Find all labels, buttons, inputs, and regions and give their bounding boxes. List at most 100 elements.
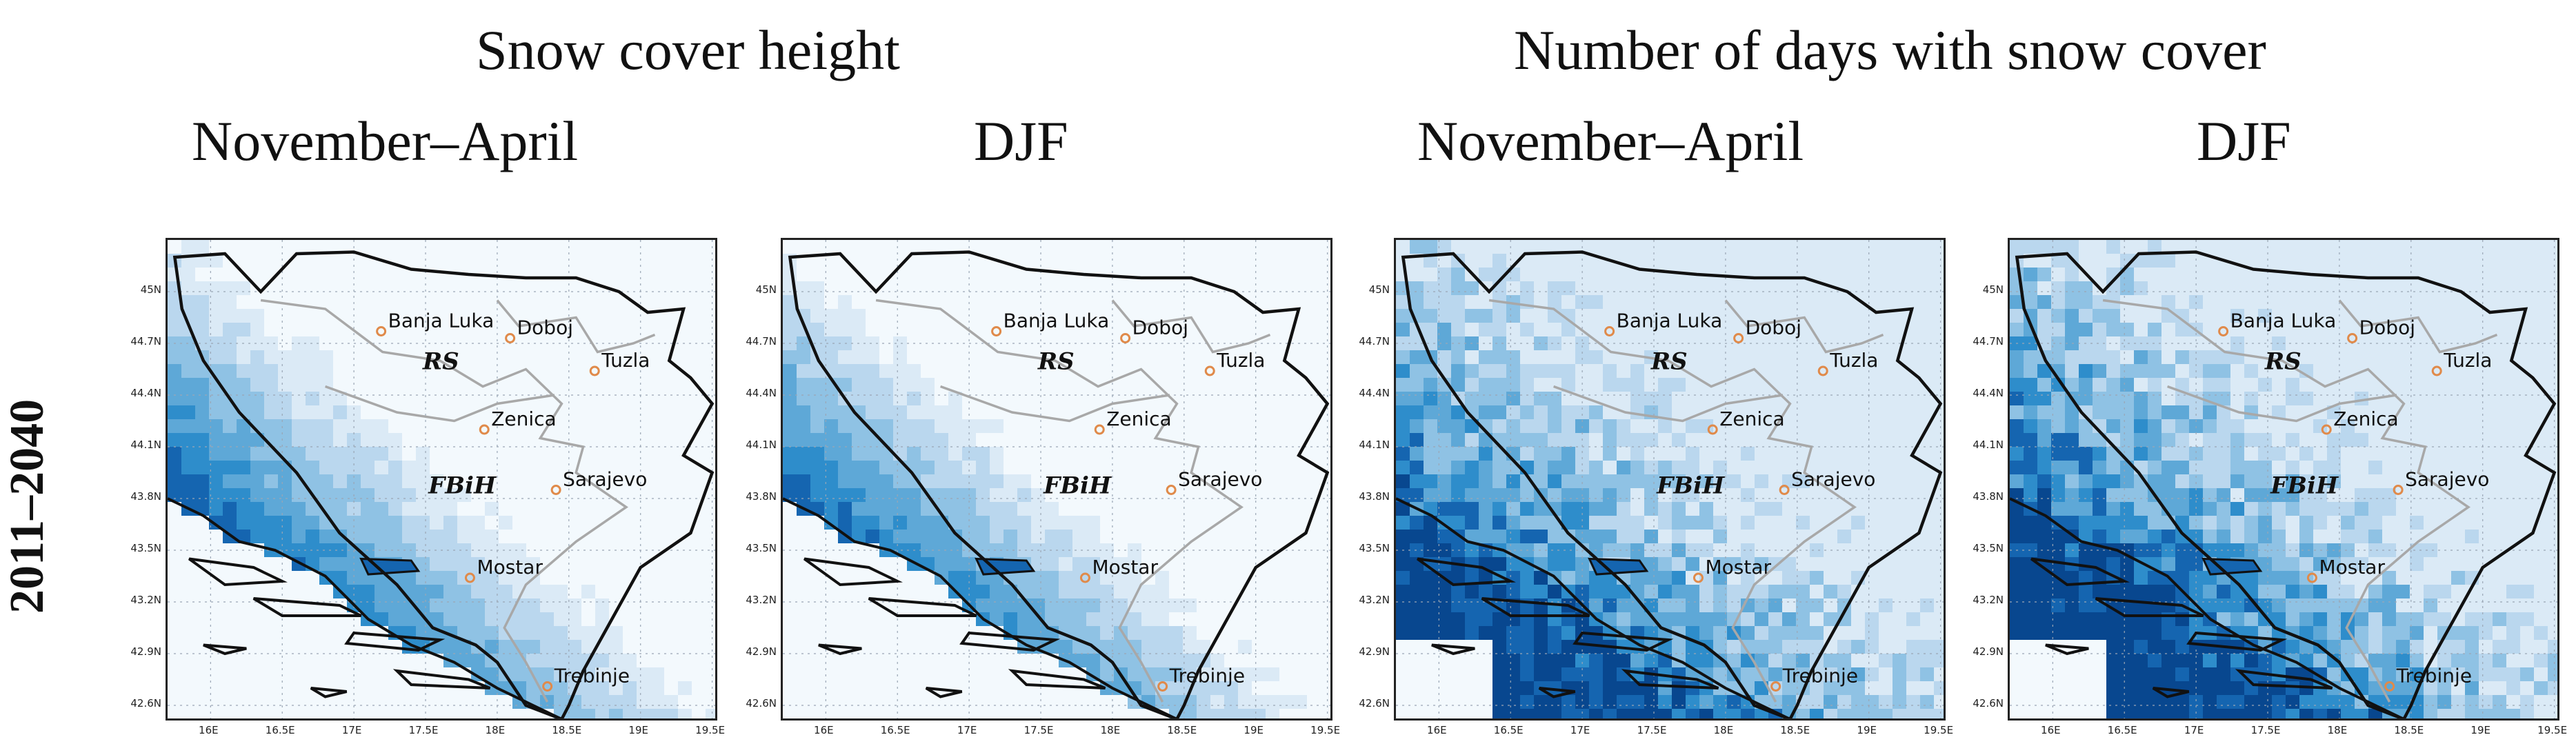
entity-boundary-3 <box>1724 299 1884 354</box>
island-outline-4 <box>1621 669 1719 689</box>
lat-ticks-1: 45N 44.7N 44.4N 44.1N 43.8N 43.5N 43.2N 42.9N 42… <box>110 238 166 721</box>
city-dot <box>1770 681 1781 692</box>
city-dot <box>479 424 490 435</box>
lon-tick-label: 17.5E <box>408 724 439 736</box>
row-label-period: 2011–2040 <box>1 399 54 614</box>
city-dot <box>1079 572 1090 583</box>
lon-tick-label: 16E <box>199 724 219 736</box>
entity-label: RS <box>422 348 459 376</box>
island-outline-6 <box>925 687 963 698</box>
lat-tick-label: 44.4N <box>130 387 161 399</box>
lat-tick-label: 44.4N <box>746 387 777 399</box>
island-outline-3 <box>344 631 446 652</box>
city-label: Banja Luka <box>388 310 495 332</box>
city-label: Doboj <box>1132 316 1188 339</box>
lat-tick-label: 44.7N <box>746 335 777 348</box>
city-marker: Trebinje <box>542 665 630 692</box>
lat-tick-label: 44.1N <box>1359 439 1390 451</box>
lat-tick-label: 44.1N <box>746 439 777 451</box>
island-outline-3 <box>959 631 1061 652</box>
city-label: Sarajevo <box>1791 468 1875 491</box>
city-marker: Zenica <box>1707 407 1785 435</box>
city-marker: Sarajevo <box>1166 468 1262 495</box>
island-outline-2 <box>2095 597 2204 617</box>
city-label: Tuzla <box>2443 349 2492 372</box>
lat-tick-label: 45N <box>140 283 161 296</box>
city-label: Zenica <box>2333 407 2399 430</box>
lon-tick-label: 19E <box>628 724 648 736</box>
panel-title-2: DJF <box>974 110 1068 172</box>
entity-label: FBiH <box>1656 472 1726 500</box>
lat-tick-label: 42.6N <box>746 697 777 709</box>
city-marker: Tuzla <box>1817 349 1878 376</box>
city-dot <box>1733 333 1744 343</box>
lon-tick-label: 17.5E <box>1024 724 1054 736</box>
city-marker: Banja Luka <box>1604 310 1722 336</box>
island-outline-3 <box>1572 631 1674 652</box>
lat-tick-label: 43.8N <box>1973 490 2004 503</box>
city-marker: Tuzla <box>589 349 650 376</box>
city-marker: Doboj <box>1733 316 1801 343</box>
island-outline-1 <box>188 557 288 587</box>
city-label: Tuzla <box>1216 349 1265 372</box>
lon-tick-label: 18.5E <box>2394 724 2424 736</box>
city-dot <box>1779 485 1790 495</box>
lat-tick-label: 44.4N <box>1973 387 2004 399</box>
entity-label: FBiH <box>428 472 497 500</box>
lon-tick-label: 17E <box>2184 724 2204 736</box>
city-dot <box>2431 365 2442 376</box>
map-panel-4: Banja Luka Doboj Tuzla Zenica Sarajevo Mostar… <box>2008 238 2559 721</box>
lon-tick-label: 17.5E <box>2250 724 2281 736</box>
city-dot <box>1707 424 1718 435</box>
island-outline-4 <box>2235 669 2333 689</box>
city-label: Doboj <box>517 316 573 339</box>
city-dot <box>1157 681 1168 692</box>
lat-tick-label: 43.8N <box>1359 490 1390 503</box>
island-outline-1 <box>1417 557 1516 587</box>
island-outline-4 <box>392 669 491 689</box>
lat-tick-label: 43.2N <box>1359 594 1390 606</box>
island-outline-2 <box>252 597 362 617</box>
lon-tick-label: 17.5E <box>1637 724 1667 736</box>
city-marker: Mostar <box>2306 556 2385 583</box>
lon-ticks-2: 16E 16.5E 17E 17.5E 18E 18.5E 19E 19.5E <box>781 724 1340 745</box>
lat-tick-label: 43.8N <box>746 490 777 503</box>
lon-tick-label: 16.5E <box>2107 724 2137 736</box>
island-outline-4 <box>1008 669 1106 689</box>
graticule <box>783 240 1330 718</box>
entity-boundary-3 <box>2338 299 2498 354</box>
lat-tick-label: 44.7N <box>1359 335 1390 348</box>
city-marker: Doboj <box>505 316 573 343</box>
lat-tick-label: 43.5N <box>746 542 777 554</box>
city-dot <box>1166 485 1177 495</box>
entity-boundary-2 <box>1553 385 1784 423</box>
lat-tick-label: 43.8N <box>130 490 161 503</box>
entity-label: RS <box>1650 348 1688 376</box>
lon-tick-label: 16.5E <box>1493 724 1524 736</box>
lat-tick-label: 43.2N <box>746 594 777 606</box>
city-marker: Doboj <box>2347 316 2415 343</box>
lat-tick-label: 43.5N <box>130 542 161 554</box>
city-label: Trebinje <box>554 665 630 687</box>
lat-tick-label: 42.6N <box>1359 697 1390 709</box>
lon-tick-label: 16E <box>814 724 834 736</box>
city-marker: Sarajevo <box>1779 468 1875 495</box>
graticule <box>1396 240 1944 718</box>
lon-tick-label: 19.5E <box>1310 724 1341 736</box>
island-outline-5 <box>203 643 247 656</box>
lat-tick-label: 44.4N <box>1359 387 1390 399</box>
lon-ticks-4: 16E 16.5E 17E 17.5E 18E 18.5E 19E 19.5E <box>2008 724 2567 745</box>
lat-tick-label: 42.6N <box>1973 697 2004 709</box>
city-label: Mostar <box>2319 556 2385 578</box>
city-marker: Doboj <box>1120 316 1188 343</box>
city-dot <box>2218 326 2229 336</box>
city-label: Banja Luka <box>1004 310 1110 332</box>
city-label: Sarajevo <box>563 468 647 491</box>
city-dot <box>2306 572 2317 583</box>
lat-tick-label: 42.9N <box>1973 645 2004 658</box>
entity-boundary-1 <box>1488 299 1857 703</box>
lon-tick-label: 16.5E <box>880 724 910 736</box>
city-marker: Zenica <box>2321 407 2399 435</box>
lake-shape <box>975 557 1036 576</box>
lat-tick-label: 44.7N <box>130 335 161 348</box>
